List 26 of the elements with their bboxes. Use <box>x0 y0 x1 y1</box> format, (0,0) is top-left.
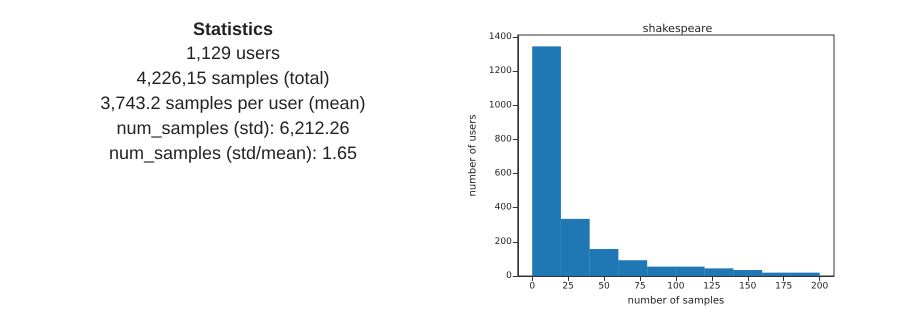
chart-title: shakespeare <box>642 22 712 35</box>
text: num_samples (std/mean): 1.65 <box>108 142 358 165</box>
y-tick-label: 1200 <box>488 66 512 76</box>
y-axis-title: number of users <box>468 114 478 197</box>
y-tick-label: 1000 <box>488 100 512 110</box>
text: 3,743.2 samples per user (mean) <box>99 92 367 115</box>
x-tick-label: 50 <box>598 282 610 292</box>
x-tick-label: 200 <box>811 282 828 292</box>
x-tick-label: 150 <box>739 282 757 292</box>
y-tick-label: 200 <box>494 236 512 247</box>
x-tick-label: 25 <box>562 282 574 292</box>
y-tick-label: 800 <box>494 134 512 144</box>
x-axis-title: number of samples <box>628 295 724 306</box>
y-tick-label: 600 <box>494 168 512 179</box>
y-tick-label: 1400 <box>488 32 512 42</box>
text: 1,129 users <box>184 42 282 65</box>
x-tick-label: 175 <box>775 282 792 292</box>
text: 4,226,15 samples (total) <box>135 67 331 90</box>
y-tick-label: 0 <box>506 271 512 281</box>
x-tick-label: 125 <box>703 282 720 292</box>
x-tick-label: 0 <box>529 282 536 292</box>
text: Statistics <box>192 18 274 41</box>
y-tick-label: 400 <box>494 202 512 213</box>
text: num_samples (std): 6,212.26 <box>115 117 351 140</box>
x-tick-label: 75 <box>634 282 646 292</box>
x-tick-label: 100 <box>667 282 685 292</box>
